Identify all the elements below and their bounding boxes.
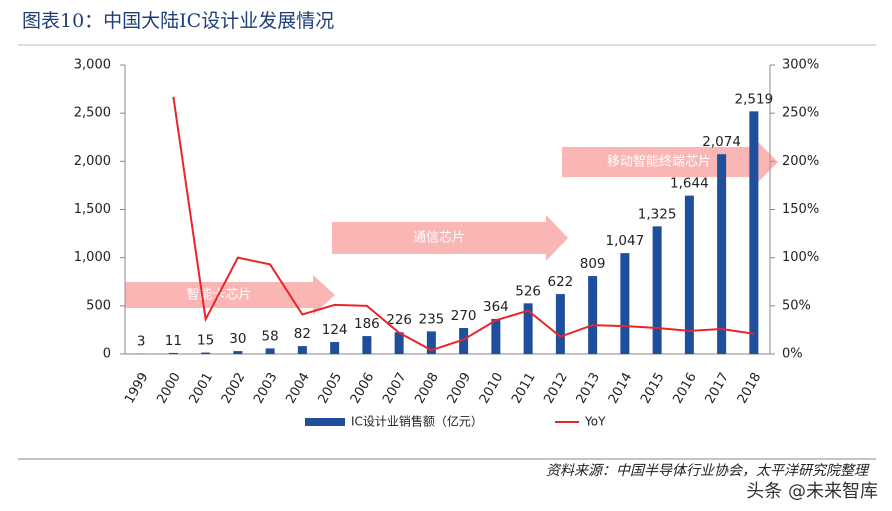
bar xyxy=(749,111,759,354)
line xyxy=(172,96,755,352)
bar xyxy=(330,342,340,354)
value-label: 1,047 xyxy=(606,233,645,249)
annotation: 移动智能终端芯片 xyxy=(607,154,711,170)
x-tick-label: 2011 xyxy=(509,370,539,406)
x-tick-label: 1999 xyxy=(122,370,152,406)
chart-title: 图表10：中国大陆IC设计业发展情况 xyxy=(22,10,334,32)
bar xyxy=(523,303,533,354)
bar xyxy=(362,336,372,354)
bar xyxy=(588,276,598,354)
value-label: 622 xyxy=(547,274,573,290)
x-tick-label: 2006 xyxy=(348,370,378,406)
y2-tick-label: 250% xyxy=(782,106,819,121)
x-tick-label: 2018 xyxy=(735,370,765,406)
y-tick-label: 0 xyxy=(103,347,111,362)
value-label: 15 xyxy=(197,333,214,349)
value-label: 1,644 xyxy=(670,176,709,192)
bar xyxy=(297,346,307,354)
value-label: 2,519 xyxy=(735,91,774,107)
bar xyxy=(265,348,275,354)
legend-label: YoY xyxy=(584,415,606,429)
bar xyxy=(652,226,662,354)
x-tick-label: 2005 xyxy=(316,370,346,406)
bar xyxy=(233,351,243,354)
y2-tick-label: 150% xyxy=(782,202,819,217)
value-label: 809 xyxy=(580,256,606,272)
y2-tick-label: 50% xyxy=(782,298,811,313)
bar xyxy=(491,318,501,354)
value-label: 30 xyxy=(229,331,246,347)
y-tick-label: 2,500 xyxy=(74,106,111,121)
x-tick-label: 2002 xyxy=(219,370,249,406)
value-label: 58 xyxy=(262,328,279,344)
value-label: 186 xyxy=(354,316,380,332)
legend-swatch xyxy=(305,418,345,426)
x-tick-label: 2010 xyxy=(477,370,507,406)
bar xyxy=(394,332,404,354)
value-label: 364 xyxy=(483,299,509,315)
annotation: 通信芯片 xyxy=(413,231,465,246)
annotation-arrow xyxy=(332,215,568,261)
x-tick-label: 2017 xyxy=(703,370,733,406)
legend-label: IC设计业销售额（亿元） xyxy=(351,414,483,429)
y-tick-label: 2,000 xyxy=(74,154,111,169)
y-tick-label: 1,500 xyxy=(74,202,111,217)
value-label: 124 xyxy=(322,322,348,338)
x-tick-label: 2007 xyxy=(380,370,410,406)
x-tick-label: 2009 xyxy=(445,370,475,406)
x-tick-label: 2000 xyxy=(154,370,184,406)
x-tick-label: 2008 xyxy=(412,370,442,406)
bar xyxy=(459,327,469,354)
bar xyxy=(555,294,565,354)
source: 资料来源：中国半导体行业协会，太平洋研究院整理 xyxy=(546,463,870,479)
x-tick-label: 2013 xyxy=(574,370,604,406)
value-label: 526 xyxy=(515,283,541,299)
value-label: 11 xyxy=(165,333,182,349)
y2-tick-label: 200% xyxy=(782,154,819,169)
bar xyxy=(684,195,694,354)
value-label: 1,325 xyxy=(638,206,677,222)
bar xyxy=(717,154,727,354)
x-tick-label: 2014 xyxy=(606,370,636,406)
y-tick-label: 1,000 xyxy=(74,250,111,265)
x-tick-label: 2004 xyxy=(283,370,313,406)
value-label: 2,074 xyxy=(702,134,741,150)
value-label: 226 xyxy=(386,312,412,328)
value-label: 82 xyxy=(294,326,311,342)
bar xyxy=(168,352,178,354)
y2-tick-label: 300% xyxy=(782,58,819,73)
value-label: 235 xyxy=(418,311,444,327)
bar xyxy=(201,352,211,354)
y2-tick-label: 100% xyxy=(782,250,819,265)
value-label: 3 xyxy=(137,334,146,350)
value-label: 270 xyxy=(451,308,477,324)
x-tick-label: 2016 xyxy=(670,370,700,406)
y-tick-label: 3,000 xyxy=(74,58,111,73)
x-tick-label: 2012 xyxy=(541,370,571,406)
x-tick-label: 2003 xyxy=(251,370,281,406)
y2-tick-label: 0% xyxy=(782,347,803,362)
watermark: 头条 @未来智库 xyxy=(746,481,878,502)
bar xyxy=(426,331,436,354)
x-tick-label: 2001 xyxy=(187,370,217,406)
x-tick-label: 2015 xyxy=(638,370,668,406)
bar xyxy=(620,253,630,354)
y-tick-label: 500 xyxy=(86,298,111,313)
